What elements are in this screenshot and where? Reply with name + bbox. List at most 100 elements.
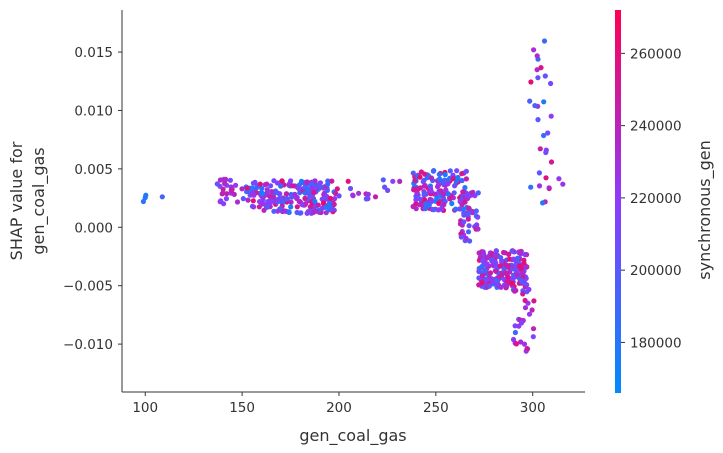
- scatter-point: [283, 191, 290, 197]
- scatter-point: [436, 181, 442, 188]
- scatter-point: [223, 196, 229, 202]
- scatter-point: [229, 187, 235, 193]
- scatter-point: [447, 168, 453, 174]
- scatter-point: [506, 256, 512, 262]
- x-axis-label: gen_coal_gas: [299, 426, 406, 446]
- scatter-point: [541, 99, 547, 105]
- scatter-point: [541, 132, 547, 139]
- scatter-point: [542, 73, 548, 79]
- scatter-point: [327, 195, 333, 201]
- axes: [121, 10, 585, 393]
- scatter-point: [479, 273, 486, 279]
- scatter-point: [267, 200, 273, 206]
- scatter-point: [440, 180, 446, 186]
- scatter-point: [298, 210, 304, 216]
- y-tick-label: 0.010: [74, 103, 113, 119]
- scatter-point: [390, 178, 396, 184]
- scatter-point: [245, 197, 251, 203]
- scatter-point: [458, 234, 464, 240]
- scatter-point: [442, 172, 448, 178]
- scatter-point: [526, 286, 532, 293]
- scatter-point: [449, 200, 455, 207]
- scatter-point: [506, 263, 512, 269]
- scatter-point: [271, 194, 277, 200]
- scatter-point: [436, 171, 442, 177]
- scatter-point: [312, 178, 318, 184]
- scatter-point: [441, 191, 447, 197]
- scatter-point: [530, 334, 536, 340]
- scatter-point: [537, 146, 543, 152]
- scatter-point: [286, 209, 292, 215]
- scatter-point: [526, 311, 533, 317]
- scatter-point: [415, 186, 421, 192]
- scatter-point: [517, 250, 524, 256]
- scatter-point: [493, 268, 499, 274]
- scatter-point: [522, 305, 529, 311]
- scatter-point: [271, 178, 277, 184]
- scatter-point: [518, 320, 525, 326]
- scatter-point: [460, 189, 466, 195]
- scatter-point: [325, 181, 331, 187]
- scatter-point: [372, 194, 379, 200]
- scatter-point: [511, 288, 518, 294]
- scatter-point: [331, 201, 337, 207]
- scatter-point: [531, 47, 537, 53]
- scatter-point: [438, 188, 444, 194]
- scatter-point: [227, 177, 233, 183]
- scatter-point: [450, 175, 456, 182]
- scatter-point: [217, 183, 223, 189]
- scatter-point: [249, 190, 255, 196]
- scatter-point: [463, 176, 469, 182]
- scatter-point: [514, 272, 520, 278]
- scatter-point: [528, 184, 534, 190]
- colorbar-tick-label: 260000: [630, 46, 682, 62]
- scatter-point: [517, 263, 523, 269]
- y-tick-label: −0.010: [63, 337, 113, 353]
- scatter-point: [548, 159, 555, 165]
- scatter-point: [521, 341, 528, 347]
- scatter-point: [466, 193, 472, 199]
- scatter-point: [543, 175, 549, 181]
- scatter-point: [315, 202, 321, 208]
- scatter-point: [240, 196, 246, 202]
- scatter-point: [493, 248, 499, 254]
- scatter-point: [274, 190, 280, 196]
- scatter-point: [480, 249, 486, 255]
- scatter-point: [513, 341, 520, 347]
- scatter-point: [292, 191, 298, 197]
- scatter-point: [502, 250, 508, 256]
- scatter-point: [317, 183, 323, 189]
- scatter-point: [523, 281, 529, 287]
- scatter-point: [430, 168, 436, 174]
- scatter-point: [421, 177, 427, 183]
- x-tick-label: 250: [423, 400, 449, 416]
- scatter-point: [252, 179, 258, 185]
- scatter-point: [530, 326, 537, 332]
- scatter-point: [540, 200, 546, 206]
- scatter-point: [271, 208, 277, 214]
- scatter-point: [459, 202, 465, 208]
- scatter-point: [459, 177, 465, 184]
- scatter-point: [249, 185, 255, 191]
- scatter-point: [486, 283, 492, 289]
- scatter-point: [426, 202, 432, 208]
- scatter-point: [466, 205, 472, 211]
- scatter-point: [332, 196, 338, 202]
- scatter-point: [264, 190, 270, 196]
- scatter-point: [509, 280, 515, 286]
- colorbar-ticks: 180000 200000 220000 240000 260000: [621, 46, 682, 351]
- scatter-point: [323, 210, 329, 216]
- scatter-point: [521, 260, 527, 266]
- x-tick-label: 150: [229, 400, 255, 416]
- scatter-point: [326, 200, 332, 206]
- scatter-point: [434, 195, 440, 201]
- scatter-point: [493, 278, 499, 284]
- scatter-point: [234, 199, 241, 205]
- scatter-point: [489, 258, 495, 264]
- scatter-point: [422, 171, 428, 177]
- scatter-point: [231, 191, 237, 197]
- scatter-point: [480, 258, 486, 264]
- scatter-point: [505, 274, 511, 280]
- scatter-point: [534, 67, 540, 73]
